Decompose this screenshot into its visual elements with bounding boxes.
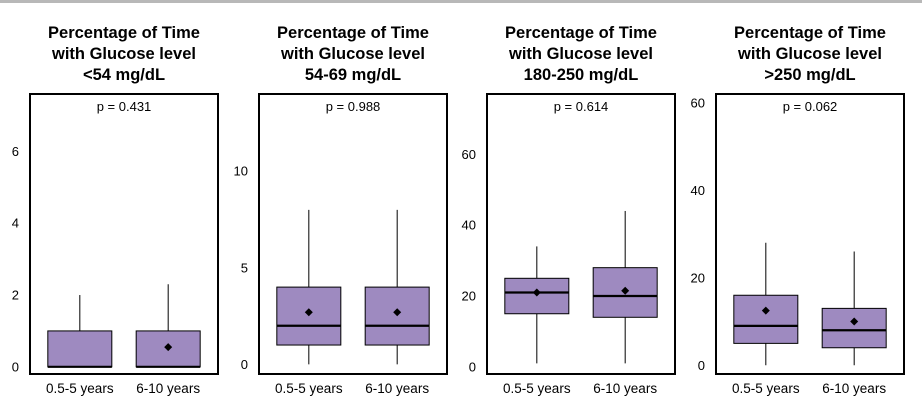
top-divider <box>0 0 922 3</box>
panel-title-line: 180-250 mg/dL <box>524 66 639 84</box>
category-label: 0.5-5 years <box>275 381 343 396</box>
p-value-label: p = 0.614 <box>554 99 609 114</box>
y-tick-label: 6 <box>12 144 19 159</box>
category-label: 0.5-5 years <box>503 381 571 396</box>
category-label: 6-10 years <box>593 381 657 396</box>
y-tick-label: 0 <box>698 358 705 373</box>
mean-marker <box>164 343 173 352</box>
y-tick-label: 5 <box>241 260 248 275</box>
mean-marker <box>850 317 859 326</box>
panel-title-line: Percentage of Time <box>505 24 657 42</box>
category-label: 0.5-5 years <box>732 381 800 396</box>
box-2: 6-10 years <box>821 251 887 396</box>
y-tick-label: 10 <box>234 164 248 179</box>
panel-title-line: <54 mg/dL <box>83 66 165 84</box>
panel-title-line: 54-69 mg/dL <box>305 66 401 84</box>
mean-marker <box>393 308 402 317</box>
panel-3: Percentage of Time with Glucose level 180-… <box>462 24 676 396</box>
mean-marker <box>621 286 630 295</box>
panel-title-line: Percentage of Time <box>48 24 200 42</box>
y-tick-label: 20 <box>462 289 476 304</box>
category-label: 0.5-5 years <box>46 381 114 396</box>
category-label: 6-10 years <box>365 381 429 396</box>
panel-1: Percentage of Time with Glucose level <54 … <box>12 24 219 396</box>
y-tick-label: 2 <box>12 288 19 303</box>
panel-title-line: with Glucose level <box>51 45 196 63</box>
y-tick-label: 60 <box>462 147 476 162</box>
p-value-label: p = 0.431 <box>97 99 152 114</box>
box-1: 0.5-5 years <box>503 246 571 396</box>
mean-marker <box>761 306 770 315</box>
p-value-label: p = 0.062 <box>783 99 838 114</box>
category-label: 6-10 years <box>136 381 200 396</box>
panel-title-line: Percentage of Time <box>277 24 429 42</box>
y-tick-label: 40 <box>691 183 705 198</box>
box-1: 0.5-5 years <box>732 242 800 396</box>
panel-title-line: with Glucose level <box>508 45 653 63</box>
y-tick-label: 20 <box>691 270 705 285</box>
panel-2: Percentage of Time with Glucose level 54-6… <box>234 24 448 396</box>
y-tick-label: 60 <box>691 95 705 110</box>
iqr-box <box>821 307 887 349</box>
plot-frame <box>258 93 448 375</box>
y-tick-label: 0 <box>469 359 476 374</box>
panel-title-line: with Glucose level <box>280 45 425 63</box>
plot-frame <box>29 93 219 375</box>
box-1: 0.5-5 years <box>46 295 114 396</box>
box-2: 6-10 years <box>364 209 430 396</box>
iqr-box <box>47 330 113 368</box>
plot-frame <box>486 93 676 375</box>
iqr-box <box>733 294 799 344</box>
panel-4: Percentage of Time with Glucose level >250… <box>691 24 905 396</box>
p-value-label: p = 0.988 <box>326 99 381 114</box>
box-2: 6-10 years <box>592 210 658 396</box>
mean-marker <box>304 308 313 317</box>
plot-frame <box>715 93 905 375</box>
panel-title-line: >250 mg/dL <box>764 66 855 84</box>
y-tick-label: 40 <box>462 218 476 233</box>
y-tick-label: 0 <box>241 357 248 372</box>
y-tick-label: 0 <box>12 359 19 374</box>
box-2: 6-10 years <box>135 284 201 396</box>
y-tick-label: 4 <box>12 216 19 231</box>
panel-title-line: with Glucose level <box>737 45 882 63</box>
panel-title-line: Percentage of Time <box>734 24 886 42</box>
mean-marker <box>532 288 541 297</box>
category-label: 6-10 years <box>822 381 886 396</box>
box-1: 0.5-5 years <box>275 209 343 396</box>
